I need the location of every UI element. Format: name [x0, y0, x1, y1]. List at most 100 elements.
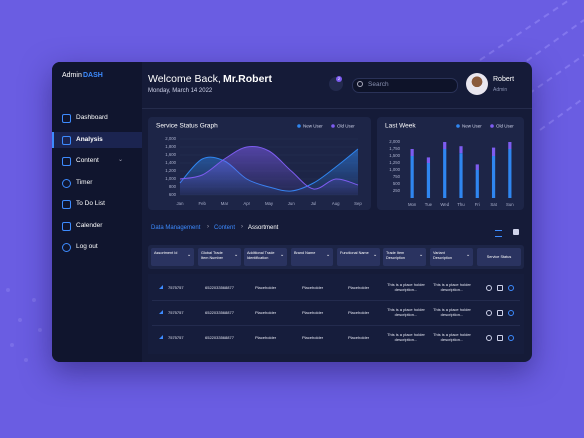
- row-action[interactable]: [508, 310, 514, 316]
- y-tick-label: 1,000: [389, 167, 400, 172]
- list-view-button[interactable]: [495, 230, 502, 237]
- bar-segment: [491, 156, 496, 198]
- column-filter[interactable]: [198, 248, 241, 266]
- breadcrumb-item[interactable]: Data Management: [151, 225, 201, 231]
- row-action[interactable]: [486, 285, 492, 291]
- x-tick-label: Aug: [332, 201, 340, 206]
- y-tick-label: 2,000: [389, 139, 400, 144]
- y-tick-label: 1,500: [389, 153, 400, 158]
- menu-item[interactable]: Timer: [76, 179, 93, 186]
- column-header: Assortment Id: [154, 251, 178, 255]
- table-cell: 6522033568877: [205, 335, 234, 340]
- column-filter[interactable]: [477, 248, 521, 266]
- menu-active-bar: [52, 132, 54, 148]
- menu-item[interactable]: Log out: [76, 243, 98, 250]
- table-body: [148, 274, 524, 354]
- y-tick-label: 1,400: [165, 160, 176, 165]
- column-chevron: ⌄: [466, 252, 471, 258]
- table-cell: Placeholder: [348, 335, 370, 340]
- bar-segment: [491, 147, 496, 156]
- table-cell: Placeholder: [348, 310, 370, 315]
- menu-item[interactable]: Dashboard: [76, 114, 108, 121]
- menu-icon: [62, 136, 71, 145]
- legend-swatch: [456, 124, 460, 128]
- menu-icon: [62, 179, 71, 188]
- y-tick-label: 1,600: [165, 152, 176, 157]
- table-cell: This is a place holder description...: [387, 307, 425, 317]
- column-header: Variant Description: [433, 251, 452, 260]
- sidebar: [52, 62, 142, 362]
- y-tick-label: 750: [393, 174, 401, 179]
- profile-name: Robert: [493, 76, 515, 83]
- chart-title: Service Status Graph: [156, 123, 218, 130]
- area: [180, 146, 358, 195]
- row-action[interactable]: [508, 335, 514, 341]
- column-header: Functional Name: [340, 251, 369, 255]
- row-action[interactable]: [486, 310, 492, 316]
- x-tick-label: Sun: [506, 202, 514, 207]
- charts: Service Status Graph New User Old User 600 8…: [148, 117, 524, 210]
- x-tick-label: Jun: [288, 201, 296, 206]
- column-header: Service Status: [486, 255, 512, 259]
- table-cell: Placeholder: [302, 285, 324, 290]
- y-tick-label: 600: [169, 192, 177, 197]
- x-tick-label: Apr: [243, 201, 250, 206]
- y-tick-label: 1,800: [165, 144, 176, 149]
- column-filter[interactable]: [337, 248, 380, 266]
- avatar: [466, 73, 488, 95]
- bar-segment: [443, 142, 447, 149]
- column-filter[interactable]: [430, 248, 473, 266]
- menu-item[interactable]: Calender: [76, 222, 103, 229]
- column-filter[interactable]: [291, 248, 333, 266]
- table-cell: Placeholder: [255, 335, 277, 340]
- table-cell: 7575757: [168, 285, 184, 290]
- menu-icon: [62, 157, 71, 166]
- row-action[interactable]: [497, 285, 503, 291]
- bar-segment: [410, 149, 414, 156]
- legend-label: New User: [303, 124, 323, 129]
- menu-icon: [62, 222, 71, 231]
- bar-segment: [459, 146, 463, 154]
- row-action[interactable]: [508, 285, 514, 291]
- column-filter[interactable]: [244, 248, 287, 266]
- date: Monday, March 14 2022: [148, 88, 213, 94]
- table-cell: Placeholder: [302, 310, 324, 315]
- row-action[interactable]: [486, 335, 492, 341]
- breadcrumb-item[interactable]: Content: [214, 225, 236, 231]
- legend-swatch: [331, 124, 335, 128]
- y-tick-label: 1,750: [389, 146, 400, 151]
- y-tick-label: 2,000: [165, 136, 176, 141]
- menu-item[interactable]: Content: [76, 157, 99, 164]
- column-header: Trade Item Description: [386, 251, 405, 260]
- column-filter[interactable]: [151, 248, 194, 266]
- user-name: Mr.Robert: [223, 73, 273, 85]
- table-cell: Placeholder: [348, 285, 370, 290]
- bar-segment: [508, 142, 512, 149]
- table-cell: 7575757: [168, 310, 184, 315]
- menu-item[interactable]: Analysis: [76, 136, 103, 143]
- table-cell: 6522033568877: [205, 310, 234, 315]
- row-divider: [152, 300, 520, 301]
- print-button[interactable]: [513, 229, 519, 235]
- logo-prefix: Admin: [62, 72, 82, 79]
- bar-segment: [410, 156, 414, 198]
- y-tick-label: 500: [393, 181, 401, 186]
- column-chevron: ⌄: [326, 252, 331, 258]
- column-chevron: ⌄: [280, 252, 285, 258]
- greeting: Welcome Back,: [148, 73, 221, 85]
- column-chevron: ⌄: [419, 252, 424, 258]
- x-tick-label: Jul: [311, 201, 317, 206]
- legend-label: Old User: [337, 124, 355, 129]
- y-tick-label: 1,000: [165, 176, 176, 181]
- bar-segment: [475, 170, 479, 198]
- menu-item[interactable]: To Do List: [76, 200, 105, 207]
- bar-segment: [443, 149, 447, 198]
- column-filter[interactable]: [383, 248, 426, 266]
- table-cell: Placeholder: [255, 285, 277, 290]
- x-tick-label: Wed: [440, 202, 449, 207]
- row-action[interactable]: [497, 335, 503, 341]
- row-action[interactable]: [497, 310, 503, 316]
- menu-icon: [62, 243, 71, 252]
- search-box[interactable]: [352, 78, 458, 93]
